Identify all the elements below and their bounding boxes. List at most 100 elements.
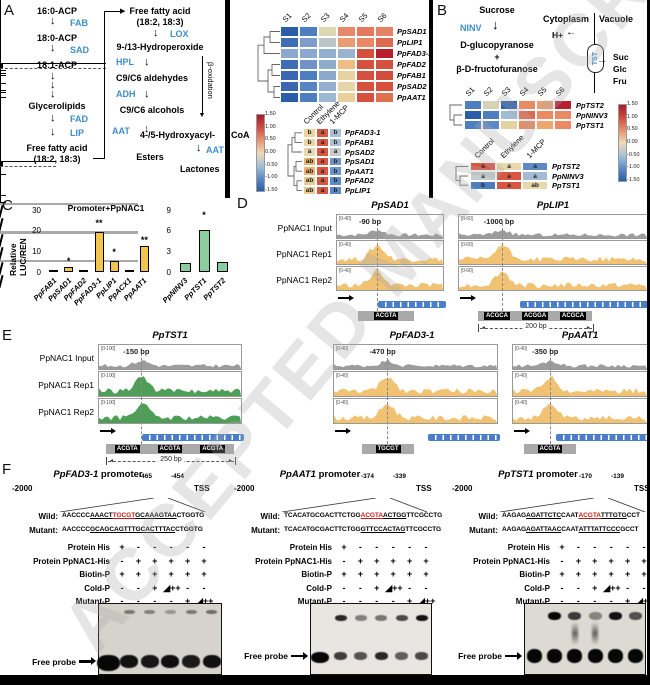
coverage-track: [0-40]: [333, 398, 498, 424]
free-probe-band: [96, 655, 120, 671]
error-cap: [0, 82, 6, 84]
emsa-grid-value: -: [576, 596, 580, 606]
heatmap-cell: [299, 59, 318, 70]
emsa-grid-value: -: [375, 596, 379, 606]
heatmap-cell: [482, 100, 500, 110]
node-sucrose: Sucrose: [479, 5, 515, 15]
y-tick: [0, 64, 3, 65]
emsa-grid-value: +: [423, 569, 429, 579]
error-bar: [0, 166, 1, 174]
y-tick: [0, 161, 3, 163]
tst-transporter: TST: [587, 44, 604, 73]
dendrogram: [257, 31, 280, 98]
colorbar-tick: 0.00: [265, 149, 276, 155]
zoom-funnel-lines: [281, 498, 428, 512]
y-tick: [0, 67, 3, 68]
sequence-segment: TTCGCCTG: [406, 512, 443, 519]
emsa-grid-value: +: [357, 569, 364, 579]
error-cap: [0, 75, 6, 77]
gene-model: [556, 434, 650, 441]
node-18-0-acp: 18:0-ACP: [36, 33, 78, 43]
enzyme-aat: AAT: [112, 126, 130, 136]
node-hydroxyacyl-coa: CoA: [231, 130, 250, 140]
heatmap-cell: [500, 100, 518, 110]
down-arrow-icon: ↓: [196, 142, 202, 154]
heatmap-cell: [299, 48, 318, 59]
emsa-grid-value: +: [374, 582, 380, 593]
coverage-track: [0-100]: [98, 371, 242, 397]
colorbar-tick: -1.00: [627, 164, 640, 171]
left-arrow-icon: ←: [566, 27, 576, 38]
motif-bar: ACGTA: [358, 311, 414, 321]
error-bar: [0, 70, 1, 74]
emsa-grid-value: +: [592, 582, 598, 593]
heatmap-cell: [375, 26, 394, 37]
bar: [198, 230, 210, 272]
sequence-segment: GTTCCACTAG: [360, 526, 406, 533]
peak-position-label: -150 bp: [123, 347, 150, 356]
heatmap-row-label: PpTST2: [576, 100, 604, 110]
colorbar-tick: 0.50: [265, 136, 276, 143]
track-range-label: [0-40]: [339, 268, 351, 274]
sequence: AAGAG AGATTAAC CAAT ATTTATTCCC GCCT: [502, 526, 639, 533]
emsa-grid-value: -: [391, 596, 395, 606]
emsa-row-label: Protein PpNAC1-His: [473, 556, 550, 566]
gene-direction-arrow: [338, 294, 354, 301]
error-cap: [0, 92, 6, 94]
heatmap-row-label: PpTST2: [552, 162, 580, 172]
sequence-segment: CCT: [626, 512, 640, 519]
emsa-grid-value: +: [624, 596, 631, 606]
heatmap-row-label: PpFAD2: [345, 176, 374, 186]
bar: [109, 260, 119, 272]
right-arrowhead-icon: ►: [586, 324, 591, 331]
emsa-grid-value: +: [119, 569, 125, 579]
gene-model: [142, 434, 244, 441]
free-probe-band: [202, 655, 221, 668]
motif-box: ACGCA: [560, 312, 587, 320]
significance-star: **: [95, 218, 103, 229]
heatmap-row-label: PpSAD2: [345, 147, 375, 157]
sequence-segment: TCACATGCGACTTCTGG: [284, 512, 361, 519]
heatmap-cell: [299, 37, 318, 48]
free-probe-band: [567, 649, 583, 663]
heatmap-row-label: PpLIP1: [397, 38, 423, 47]
motif-box: ACGGA: [521, 312, 549, 320]
binding-motif-sequence: TGCGT: [112, 512, 136, 519]
sequence-segment: ATTTATTCCC: [578, 526, 621, 533]
heatmap-cell: [337, 92, 356, 103]
heatmap-col-header: S1: [463, 85, 477, 98]
zoom-funnel-lines: [59, 498, 206, 512]
sequence-segment: AGATTAAC: [526, 526, 562, 533]
motif-box: ACGTA: [373, 312, 399, 320]
heatmap-cell: b: [329, 137, 342, 148]
heatmap-col-header: Ethylene: [498, 132, 526, 160]
y-axis: [0, 97, 1, 161]
significance-star: *: [112, 247, 116, 258]
y-tick-label: 9: [166, 205, 171, 215]
emsa-grid-value: +: [135, 569, 142, 579]
label-glc: Glc: [613, 64, 627, 74]
shifted-band: [164, 610, 176, 614]
motif-bar: TGCGT: [362, 444, 414, 454]
heatmap-cell: [536, 100, 554, 110]
emsa-grid-value: +: [184, 569, 191, 579]
heatmap-cell: [318, 26, 337, 37]
sequence: TCACATGCGACTTCTGG ACGTA ACTGG TTCGCCTG: [284, 512, 442, 519]
motif-bar: ACGTA: [524, 444, 576, 454]
coverage-track: [0-60]: [458, 266, 648, 291]
heatmap-cell: [375, 81, 394, 92]
down-arrow-icon: ↓: [153, 27, 159, 39]
binding-motif-sequence: ACGTA: [578, 512, 601, 519]
heatmap-cell: a: [316, 185, 329, 196]
heatmap-cell: ab: [303, 176, 316, 186]
free-probe-arrow: [291, 652, 308, 659]
emsa-grid-value: +: [390, 555, 396, 566]
free-probe-label: Free probe: [244, 651, 288, 661]
heatmap-cell: a: [522, 162, 548, 172]
emsa-grid-value: -: [120, 596, 124, 606]
node-free-fatty-acid: Free fatty acid: [26, 143, 88, 153]
heatmap-col-header: S3: [318, 11, 332, 24]
mutant-label: Mutant:: [251, 526, 280, 535]
heatmap-col-header: S4: [337, 11, 351, 24]
track-row-label: PpNAC1 Input: [39, 353, 94, 363]
